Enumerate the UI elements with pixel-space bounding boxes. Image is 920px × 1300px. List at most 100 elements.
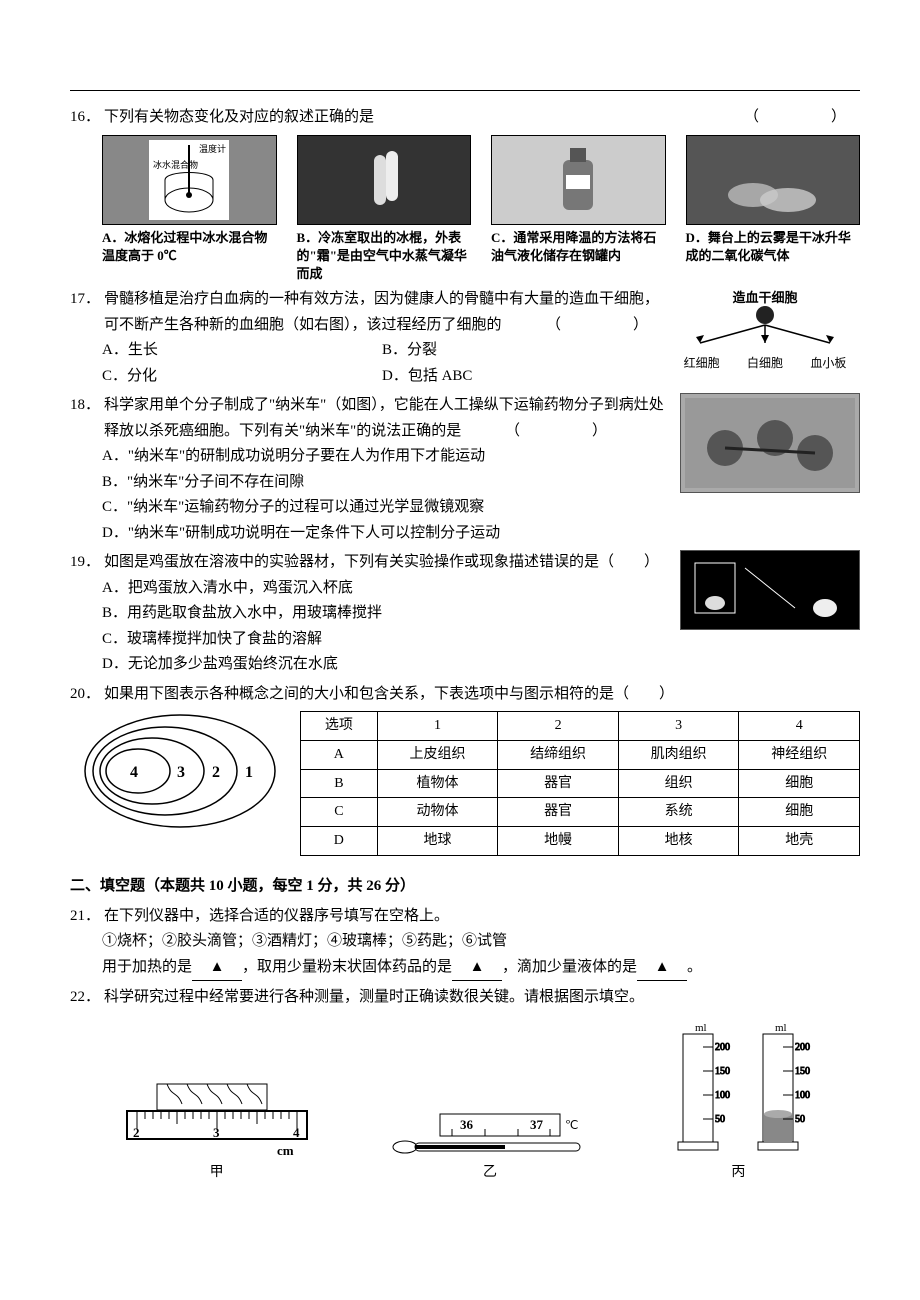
blank-1: ▲ (192, 955, 242, 982)
q19-opt-a: A．把鸡蛋放入清水中，鸡蛋沉入杯底 (70, 576, 672, 602)
q16-text: 下列有关物态变化及对应的叙述正确的是 （ ） (104, 105, 860, 131)
thermometer-icon: 36 37 ℃ (390, 1109, 590, 1159)
stage-fog-icon (723, 145, 823, 215)
circle-label-1: 1 (245, 764, 253, 781)
q16-img-d (686, 135, 861, 225)
q22-item-ruler: 2 3 4 cm 甲 (117, 1079, 317, 1185)
svg-text:冰水混合物: 冰水混合物 (153, 159, 198, 170)
q18-text: 科学家用单个分子制成了"纳米车"（如图），它能在人工操纵下运输药物分子到病灶处释… (104, 393, 672, 444)
q17-diagram: 造血干细胞 红细胞 白细胞 血小板 (670, 287, 860, 389)
th-3: 3 (618, 712, 739, 741)
q21-line2: ①烧杯；②胶头滴管；③酒精灯；④玻璃棒；⑤药匙；⑥试管 (70, 929, 860, 955)
q16-img-a: 温度计 冰水混合物 (102, 135, 277, 225)
q16-img-c (491, 135, 666, 225)
q19-opt-d: D．无论加多少盐鸡蛋始终沉在水底 (70, 652, 672, 678)
table-row: A上皮组织结缔组织肌肉组织神经组织 (301, 740, 860, 769)
egg-beaker-icon (680, 550, 860, 630)
question-22: 22． 科学研究过程中经常要进行各种测量，测量时正确读数很关键。请根据图示填空。 (70, 985, 860, 1184)
q18-number: 18． (70, 393, 100, 419)
svg-text:℃: ℃ (565, 1118, 578, 1132)
q16-caption-d: D．舞台上的云雾是干冰升华成的二氧化碳气体 (686, 229, 861, 265)
question-21: 21． 在下列仪器中，选择合适的仪器序号填写在空格上。 ①烧杯；②胶头滴管；③酒… (70, 904, 860, 982)
q18-paren: （ ） (505, 423, 621, 439)
q21-number: 21． (70, 904, 100, 930)
q19-number: 19． (70, 550, 100, 576)
blank-3: ▲ (637, 955, 687, 982)
q17-opts-row1: A．生长 B．分裂 (70, 338, 662, 364)
table-row: B植物体器官组织细胞 (301, 769, 860, 798)
q16-stem: 下列有关物态变化及对应的叙述正确的是 (104, 109, 374, 125)
q20-circles-diagram: 4 3 2 1 (80, 711, 280, 831)
q16-caption-c: C．通常采用降温的方法将石油气液化储存在钢罐内 (491, 229, 666, 265)
svg-text:2: 2 (133, 1125, 140, 1140)
nanocar-icon (680, 393, 860, 493)
q18-opt-d: D．"纳米车"研制成功说明在一定条件下人可以控制分子运动 (70, 521, 672, 547)
section-2-title: 二、填空题（本题共 10 小题，每空 1 分，共 26 分） (70, 874, 860, 900)
q17-opt-c: C．分化 (102, 364, 382, 390)
q19-opt-b: B．用药匙取食盐放入水中，用玻璃棒搅拌 (70, 601, 672, 627)
q16-number: 16． (70, 105, 100, 131)
popsicle-icon (354, 145, 414, 215)
q18-opt-b: B．"纳米车"分子间不存在间隙 (70, 470, 672, 496)
svg-text:150: 150 (715, 1066, 730, 1077)
circle-label-3: 3 (177, 764, 185, 781)
q16-item-a: 温度计 冰水混合物 A．冰熔化过程中冰水混合物温度高于 0℃ (102, 135, 277, 284)
q20-text: 如果用下图表示各种概念之间的大小和包含关系，下表选项中与图示相符的是（ ） (104, 682, 860, 708)
q22-item-cylinders: ml 200 150 100 50 ml 200 (663, 1019, 813, 1185)
svg-text:150: 150 (795, 1066, 810, 1077)
q22-item-thermometer: 36 37 ℃ 乙 (390, 1109, 590, 1185)
q17-paren: （ ） (546, 313, 662, 339)
q17-text: 骨髓移植是治疗白血病的一种有效方法，因为健康人的骨髓中有大量的造血干细胞，可不断… (104, 287, 662, 338)
th-option: 选项 (301, 712, 378, 741)
svg-text:200: 200 (715, 1042, 730, 1053)
q17-opt-d: D．包括 ABC (382, 364, 662, 390)
question-17: 17． 骨髓移植是治疗白血病的一种有效方法，因为健康人的骨髓中有大量的造血干细胞… (70, 287, 860, 389)
q16-item-b: B．冷冻室取出的冰棍，外表的"霜"是由空气中水蒸气凝华而成 (297, 135, 472, 284)
table-row: D地球地幔地核地壳 (301, 827, 860, 856)
q22-label-a: 甲 (117, 1161, 317, 1185)
circle-label-4: 4 (130, 764, 138, 781)
svg-text:200: 200 (795, 1042, 810, 1053)
svg-text:cm: cm (277, 1143, 294, 1158)
svg-text:100: 100 (795, 1090, 810, 1101)
q22-label-b: 乙 (390, 1161, 590, 1185)
q17-opt-b: B．分裂 (382, 338, 662, 364)
q22-label-c: 丙 (663, 1161, 813, 1185)
q17-opt-a: A．生长 (102, 338, 382, 364)
q17-cell-white: 白细胞 (747, 353, 783, 373)
thermometer-beaker-icon: 温度计 冰水混合物 (149, 140, 229, 220)
svg-text:3: 3 (213, 1125, 220, 1140)
q21-line1: 在下列仪器中，选择合适的仪器序号填写在空格上。 (104, 904, 860, 930)
ruler-icon: 2 3 4 cm (117, 1079, 317, 1159)
table-header-row: 选项 1 2 3 4 (301, 712, 860, 741)
question-19: 19． 如图是鸡蛋放在溶液中的实验器材，下列有关实验操作或现象描述错误的是（ ）… (70, 550, 860, 678)
th-4: 4 (739, 712, 860, 741)
blank-2: ▲ (452, 955, 502, 982)
svg-text:ml: ml (695, 1022, 707, 1034)
q22-text: 科学研究过程中经常要进行各种测量，测量时正确读数很关键。请根据图示填空。 (104, 985, 860, 1011)
q18-image (680, 393, 860, 546)
q17-cell-platelet: 血小板 (810, 353, 846, 373)
question-20: 20． 如果用下图表示各种概念之间的大小和包含关系，下表选项中与图示相符的是（ … (70, 682, 860, 856)
q17-number: 17． (70, 287, 100, 313)
table-row: C动物体器官系统细胞 (301, 798, 860, 827)
q19-image (680, 550, 860, 678)
q17-opts-row2: C．分化 D．包括 ABC (70, 364, 662, 390)
svg-text:36: 36 (460, 1117, 474, 1132)
question-18: 18． 科学家用单个分子制成了"纳米车"（如图），它能在人工操纵下运输药物分子到… (70, 393, 860, 546)
q16-img-b (297, 135, 472, 225)
svg-text:50: 50 (715, 1114, 725, 1125)
svg-text:100: 100 (715, 1090, 730, 1101)
q16-caption-b: B．冷冻室取出的冰棍，外表的"霜"是由空气中水蒸气凝华而成 (297, 229, 472, 284)
gas-tank-icon (548, 140, 608, 220)
q18-opt-a: A．"纳米车"的研制成功说明分子要在人为作用下才能运动 (70, 444, 672, 470)
q22-number: 22． (70, 985, 100, 1011)
q16-item-c: C．通常采用降温的方法将石油气液化储存在钢罐内 (491, 135, 666, 284)
svg-text:37: 37 (530, 1117, 544, 1132)
q20-number: 20． (70, 682, 100, 708)
q19-opt-c: C．玻璃棒搅拌加快了食盐的溶解 (70, 627, 672, 653)
svg-text:50: 50 (795, 1114, 805, 1125)
q21-line3: 用于加热的是▲，取用少量粉末状固体药品的是▲，滴加少量液体的是▲。 (70, 955, 860, 982)
svg-text:ml: ml (775, 1022, 787, 1034)
q16-paren: （ ） (744, 105, 860, 131)
